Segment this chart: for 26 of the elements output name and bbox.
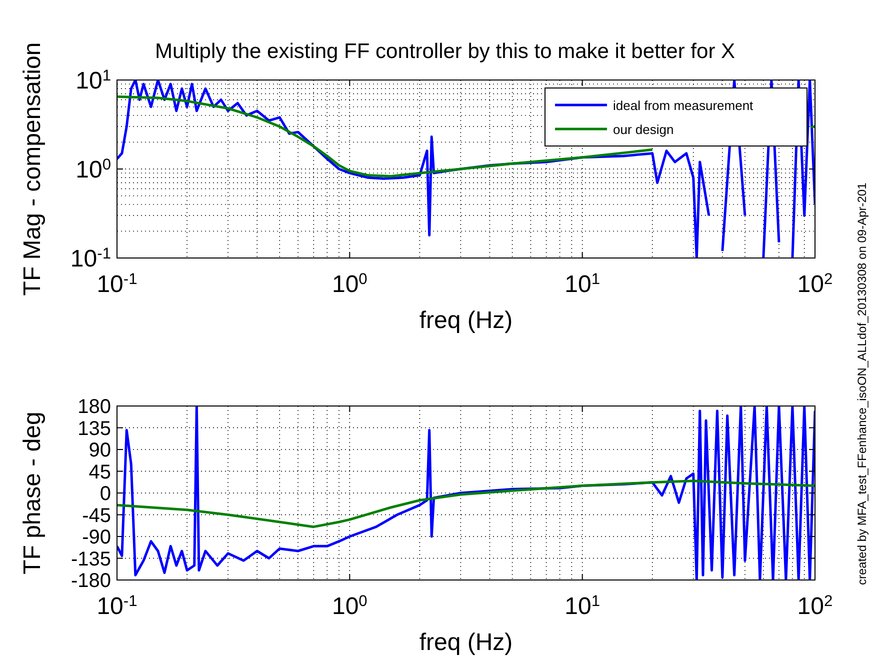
y-axis-title: TF Mag - compensation — [19, 42, 46, 296]
text: created by MFA_test_FFenhance_isoON_ALLdof_20130308 on 09-Apr-201 — [855, 182, 869, 585]
y-tick-label: 90 — [88, 440, 111, 462]
y-tick-label: 10$^{1}$ — [76, 66, 111, 94]
x-tick-label: 10$^{1}$ — [564, 270, 600, 298]
y-tick-label: -45 — [82, 504, 111, 527]
y-tick-label: -135 — [70, 548, 111, 570]
x-axis-title: freq (Hz) — [419, 307, 513, 334]
x-tick-label: 10$^{2}$ — [797, 270, 833, 298]
y-tick-label: 10$^{-1}$ — [70, 244, 111, 272]
x-axis-title: freq (Hz) — [419, 629, 513, 656]
y-tick-label: 180 — [78, 396, 111, 418]
y-tick-label: 10$^{0}$ — [76, 156, 112, 184]
y-axis-title: TF phase - deg — [19, 412, 46, 574]
y-tick-label: 135 — [78, 418, 111, 440]
y-tick-label: -90 — [82, 526, 111, 548]
legend-label: our design — [613, 122, 674, 137]
x-tick-label: 10$^{0}$ — [332, 270, 368, 298]
legend-label: ideal from measurement — [613, 98, 754, 113]
y-tick-label: 45 — [88, 461, 111, 484]
chart-title: Multiply the existing FF controller by this to make it better for X — [154, 40, 736, 63]
y-tick-label: 0 — [100, 483, 111, 505]
x-tick-label: 10$^{2}$ — [797, 592, 833, 620]
x-tick-label: 10$^{1}$ — [564, 592, 600, 620]
y-tick-label: -180 — [70, 570, 111, 592]
x-tick-label: 10$^{0}$ — [332, 592, 368, 620]
